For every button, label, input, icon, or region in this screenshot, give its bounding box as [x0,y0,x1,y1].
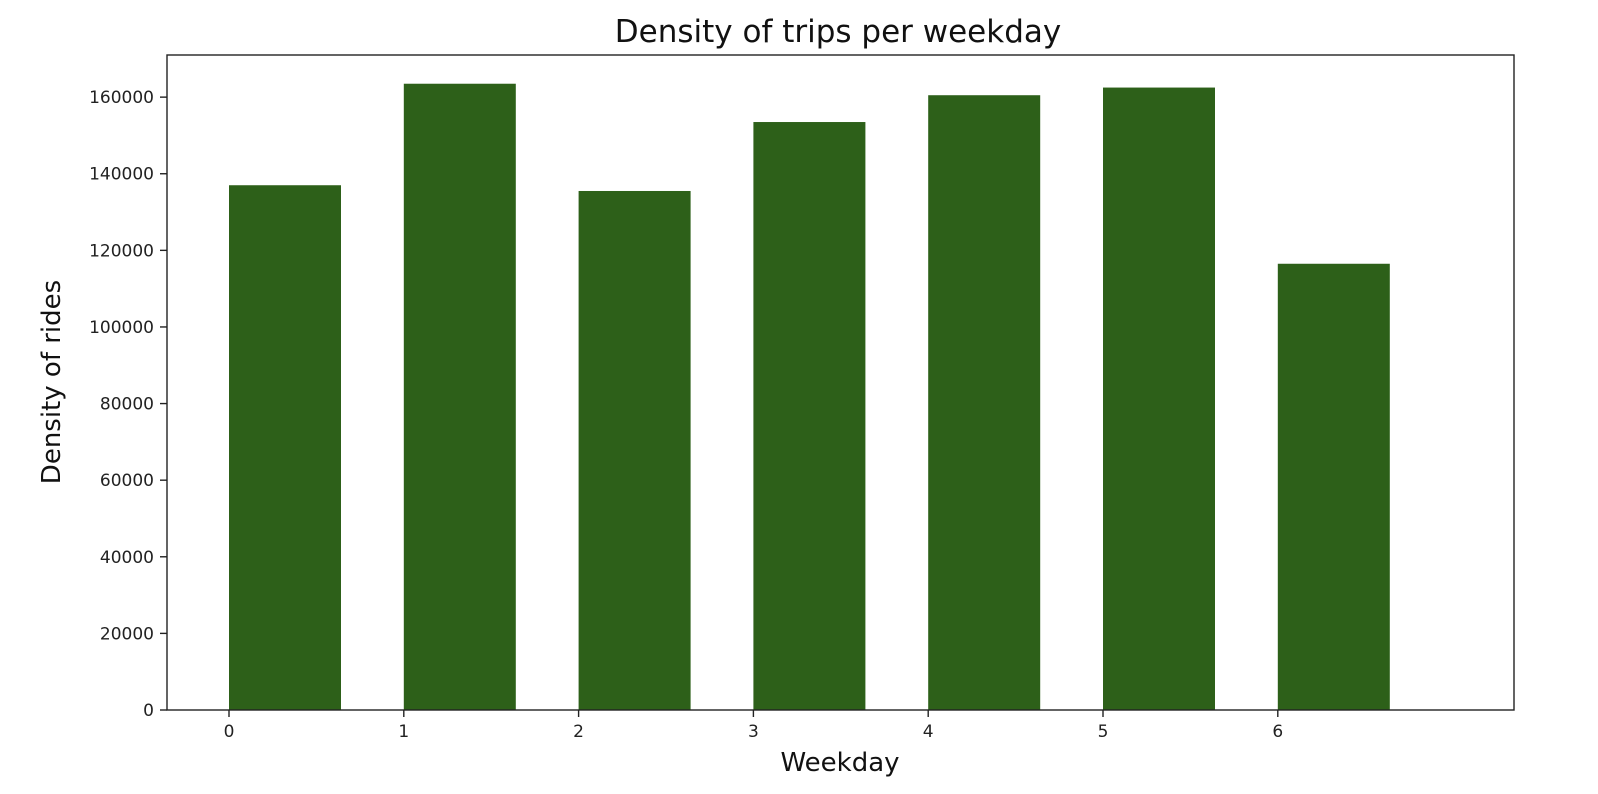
bar-weekday-3 [753,122,866,710]
x-tick-label: 5 [1098,722,1109,742]
x-axis-ticks: 0 1 2 3 4 5 6 [224,710,1283,742]
chart-title: Density of trips per weekday [615,14,1061,50]
y-tick-label: 60000 [100,471,154,491]
x-tick-label: 3 [748,722,759,742]
x-tick-label: 0 [224,722,235,742]
bar-weekday-2 [578,190,691,710]
y-tick-label: 100000 [89,318,154,338]
y-tick-label: 160000 [89,88,154,108]
x-tick-label: 4 [923,722,934,742]
y-axis-ticks: 0 20000 40000 60000 80000 100000 120000 140000 1… [89,88,167,721]
y-tick-label: 20000 [100,624,154,644]
bar-weekday-6 [1277,263,1390,710]
bar-weekday-4 [928,95,1041,710]
bar-weekday-5 [1103,87,1215,711]
plot-area-frame [166,54,1515,711]
y-tick-label: 80000 [100,395,154,415]
x-tick-label: 1 [398,722,409,742]
y-tick-label: 40000 [100,548,154,568]
bar-weekday-1 [403,83,516,710]
bars-group [229,83,1390,711]
y-tick-label: 0 [143,701,154,721]
x-axis-label: Weekday [780,748,899,778]
y-axis-label: Density of rides [37,280,67,484]
x-tick-label: 2 [573,722,584,742]
bar-weekday-0 [229,185,341,711]
y-tick-label: 120000 [89,241,154,261]
x-tick-label: 6 [1272,722,1283,742]
y-tick-label: 140000 [89,165,154,185]
